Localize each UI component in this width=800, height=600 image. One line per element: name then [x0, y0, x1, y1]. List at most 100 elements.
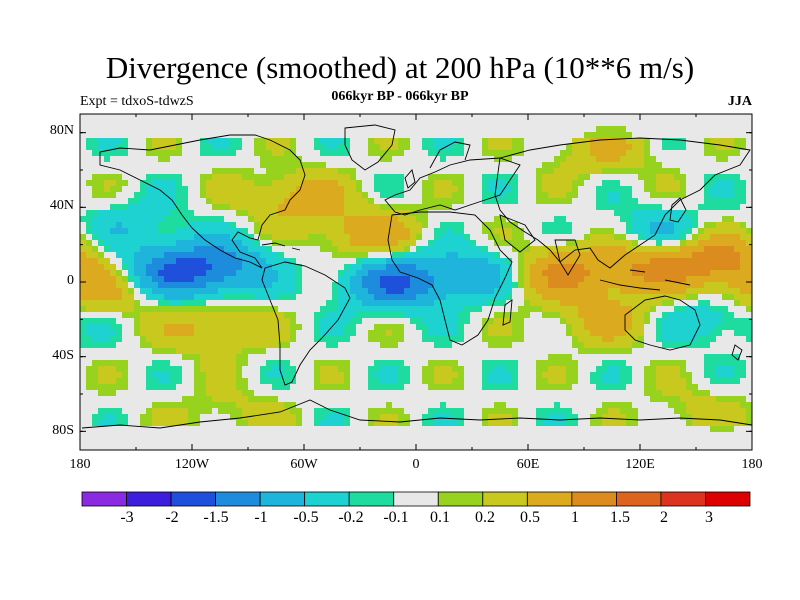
field-cell	[596, 324, 602, 330]
field-cell	[116, 336, 122, 342]
field-cell	[560, 192, 566, 198]
field-cell	[506, 270, 512, 276]
field-cell	[86, 156, 92, 162]
field-cell	[500, 168, 506, 174]
field-cell	[560, 204, 566, 210]
field-cell	[140, 228, 146, 234]
field-cell	[308, 192, 314, 198]
field-cell	[242, 222, 248, 228]
field-cell	[488, 222, 494, 228]
field-cell	[266, 282, 272, 288]
field-cell	[374, 138, 380, 144]
field-cell	[404, 420, 410, 426]
field-cell	[224, 168, 230, 174]
field-cell	[122, 210, 128, 216]
field-cell	[236, 432, 242, 438]
field-cell	[482, 288, 488, 294]
field-cell	[290, 126, 296, 132]
field-cell	[302, 180, 308, 186]
field-cell	[416, 342, 422, 348]
field-cell	[482, 210, 488, 216]
field-cell	[506, 264, 512, 270]
field-cell	[584, 180, 590, 186]
field-cell	[590, 240, 596, 246]
field-cell	[182, 426, 188, 432]
field-cell	[542, 168, 548, 174]
field-cell	[230, 126, 236, 132]
field-cell	[596, 300, 602, 306]
field-cell	[260, 216, 266, 222]
field-cell	[422, 114, 428, 120]
field-cell	[254, 270, 260, 276]
field-cell	[428, 180, 434, 186]
field-cell	[284, 420, 290, 426]
field-cell	[560, 150, 566, 156]
field-cell	[188, 414, 194, 420]
field-cell	[194, 438, 200, 444]
field-cell	[560, 384, 566, 390]
field-cell	[302, 426, 308, 432]
field-cell	[488, 246, 494, 252]
field-cell	[254, 336, 260, 342]
field-cell	[416, 288, 422, 294]
field-cell	[326, 444, 332, 450]
field-cell	[182, 312, 188, 318]
field-cell	[98, 138, 104, 144]
field-cell	[344, 438, 350, 444]
field-cell	[200, 432, 206, 438]
field-cell	[380, 372, 386, 378]
field-cell	[542, 186, 548, 192]
field-cell	[110, 252, 116, 258]
field-cell	[440, 192, 446, 198]
field-cell	[500, 162, 506, 168]
field-cell	[362, 216, 368, 222]
field-cell	[374, 312, 380, 318]
field-cell	[302, 132, 308, 138]
field-cell	[158, 348, 164, 354]
field-cell	[98, 252, 104, 258]
field-cell	[506, 252, 512, 258]
field-cell	[194, 234, 200, 240]
field-cell	[284, 366, 290, 372]
field-cell	[512, 348, 518, 354]
field-cell	[266, 330, 272, 336]
field-cell	[320, 240, 326, 246]
field-cell	[98, 168, 104, 174]
field-cell	[566, 384, 572, 390]
field-cell	[428, 444, 434, 450]
field-cell	[80, 438, 86, 444]
field-cell	[302, 408, 308, 414]
field-cell	[422, 174, 428, 180]
field-cell	[176, 228, 182, 234]
field-cell	[470, 396, 476, 402]
field-cell	[536, 240, 542, 246]
field-cell	[578, 198, 584, 204]
field-cell	[188, 306, 194, 312]
field-cell	[500, 414, 506, 420]
field-cell	[386, 360, 392, 366]
field-cell	[110, 306, 116, 312]
field-cell	[380, 438, 386, 444]
field-cell	[356, 288, 362, 294]
field-cell	[584, 366, 590, 372]
field-cell	[422, 396, 428, 402]
field-cell	[482, 126, 488, 132]
field-cell	[602, 390, 608, 396]
field-cell	[122, 144, 128, 150]
field-cell	[212, 132, 218, 138]
field-cell	[134, 264, 140, 270]
field-cell	[116, 264, 122, 270]
field-cell	[212, 198, 218, 204]
field-cell	[98, 420, 104, 426]
field-cell	[446, 354, 452, 360]
field-cell	[296, 354, 302, 360]
field-cell	[128, 210, 134, 216]
field-cell	[578, 396, 584, 402]
field-cell	[392, 354, 398, 360]
field-cell	[104, 408, 110, 414]
field-cell	[518, 420, 524, 426]
field-cell	[242, 390, 248, 396]
field-cell	[248, 390, 254, 396]
field-cell	[338, 180, 344, 186]
field-cell	[350, 210, 356, 216]
